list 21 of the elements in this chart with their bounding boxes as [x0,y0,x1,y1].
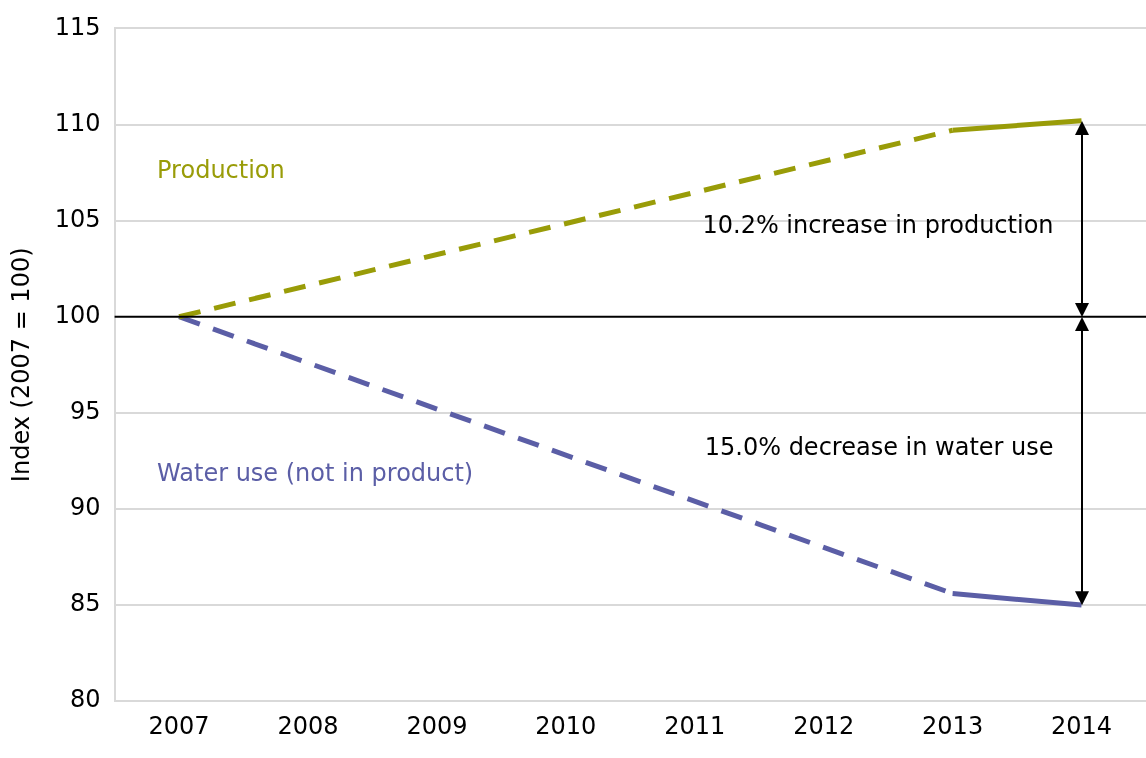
annotation: 15.0% decrease in water use [704,433,1054,462]
y-tick-label: 110 [54,108,101,137]
y-tick-label: 95 [70,397,101,426]
x-tick-label: 2009 [406,711,468,740]
x-tick-label: 2008 [277,711,339,740]
x-tick-label: 2013 [922,711,984,740]
x-tick-label: 2012 [793,711,855,740]
x-tick-label: 2007 [148,711,210,740]
y-tick-label: 100 [54,300,101,329]
x-tick-label: 2014 [1051,711,1113,740]
x-tick-label: 2011 [664,711,726,740]
annotation: 10.2% increase in production [702,210,1054,239]
x-tick-label: 2010 [535,711,597,740]
y-tick-label: 115 [54,12,101,41]
y-tick-label: 90 [70,493,101,522]
y-tick-label: 80 [70,685,101,714]
y-axis-title: Index (2007 = 100) [6,247,35,483]
series-label: Water use (not in product) [157,458,474,487]
y-tick-label: 85 [70,589,101,618]
y-tick-label: 105 [54,204,101,233]
text: Production [157,155,285,184]
